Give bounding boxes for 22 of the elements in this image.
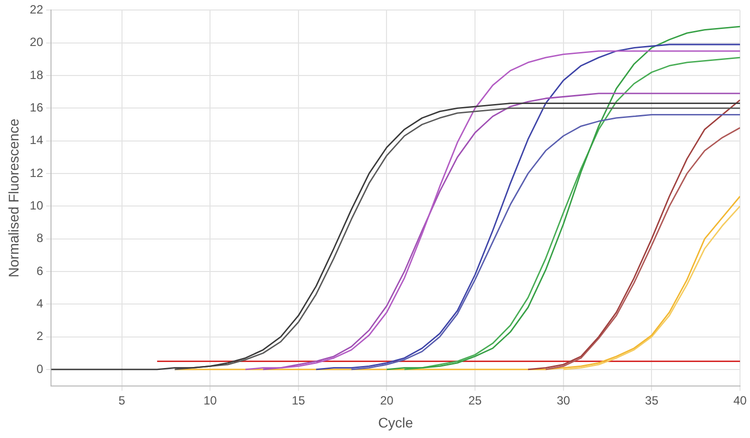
- y-tick-label: 2: [36, 329, 44, 344]
- x-tick-label: 35: [645, 393, 659, 408]
- y-tick-label: 12: [30, 166, 44, 180]
- y-tick-label: 4: [36, 296, 44, 310]
- y-tick-label: 6: [36, 264, 44, 278]
- y-tick-label: 10: [30, 198, 44, 212]
- x-tick-label: 5: [118, 393, 126, 408]
- y-tick-label: 8: [36, 231, 44, 246]
- y-tick-label: 0: [36, 362, 44, 376]
- x-tick-label: 25: [468, 393, 482, 408]
- x-tick-label: 20: [380, 393, 394, 408]
- y-tick-label: 20: [30, 35, 44, 50]
- y-tick-label: 22: [30, 2, 44, 17]
- x-tick-label: 40: [733, 393, 747, 408]
- x-tick-label: 15: [292, 393, 306, 408]
- y-tick-label: 18: [30, 68, 44, 82]
- y-axis-title: Normalised Fluorescence: [5, 118, 22, 278]
- x-axis-title: Cycle: [378, 414, 414, 430]
- y-tick-label: 16: [30, 100, 44, 114]
- x-tick-label: 30: [556, 393, 570, 408]
- y-tick-label: 14: [30, 133, 44, 148]
- x-tick-label: 10: [203, 393, 218, 408]
